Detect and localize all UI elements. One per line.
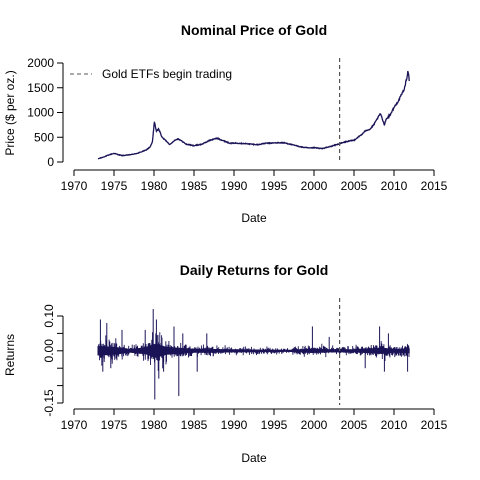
x-tick-label: 2005	[341, 179, 368, 193]
x-tick-label: 1985	[181, 179, 208, 193]
price-chart: Nominal Price of Gold 1970 1975 1980 1985 19…	[3, 22, 448, 225]
returns-x-axis-label: Date	[241, 451, 267, 465]
x-tick-label: 1975	[101, 179, 128, 193]
x-tick-label: 2010	[381, 418, 408, 432]
price-chart-title: Nominal Price of Gold	[181, 22, 327, 38]
x-tick-label: 1970	[61, 179, 88, 193]
x-tick-label: 1990	[221, 418, 248, 432]
price-plot-area	[97, 58, 410, 162]
x-tick-label: 2000	[301, 418, 328, 432]
returns-chart: Daily Returns for Gold 1970 1975 1980 1985 1…	[3, 262, 448, 465]
x-tick-label: 2000	[301, 179, 328, 193]
x-tick-label: 1995	[261, 418, 288, 432]
price-series-line	[97, 70, 410, 160]
price-legend: Gold ETFs begin trading	[70, 67, 232, 81]
y-tick-label: 1500	[27, 81, 54, 95]
y-tick-label: 0.00	[42, 339, 56, 363]
price-axes: 1970 1975 1980 1985 1990 1995 2000 2005 2010 2015…	[27, 56, 447, 193]
price-y-axis-label: Price ($ per oz.)	[3, 70, 17, 155]
x-tick-label: 1975	[101, 418, 128, 432]
y-tick-label: 2000	[27, 56, 54, 70]
x-tick-label: 1980	[141, 418, 168, 432]
returns-y-axis-label: Returns	[3, 334, 17, 376]
price-x-axis-label: Date	[241, 211, 267, 225]
x-tick-label: 2015	[421, 418, 448, 432]
y-tick-label: 500	[34, 130, 54, 144]
y-tick-label: 0.10	[42, 304, 56, 328]
x-tick-label: 2015	[421, 179, 448, 193]
x-tick-label: 1990	[221, 179, 248, 193]
y-tick-label: -0.15	[42, 389, 56, 417]
legend-label: Gold ETFs begin trading	[102, 67, 232, 81]
x-tick-label: 1995	[261, 179, 288, 193]
x-tick-label: 2005	[341, 418, 368, 432]
y-tick-label: 0	[47, 155, 54, 169]
returns-axes: 1970 1975 1980 1985 1990 1995 2000 2005 2010 2015…	[42, 304, 448, 432]
x-tick-label: 1985	[181, 418, 208, 432]
x-tick-label: 1980	[141, 179, 168, 193]
returns-chart-title: Daily Returns for Gold	[180, 262, 329, 278]
x-tick-label: 1970	[61, 418, 88, 432]
returns-plot-area	[97, 298, 410, 405]
y-tick-label: 1000	[27, 106, 54, 120]
x-tick-label: 2010	[381, 179, 408, 193]
